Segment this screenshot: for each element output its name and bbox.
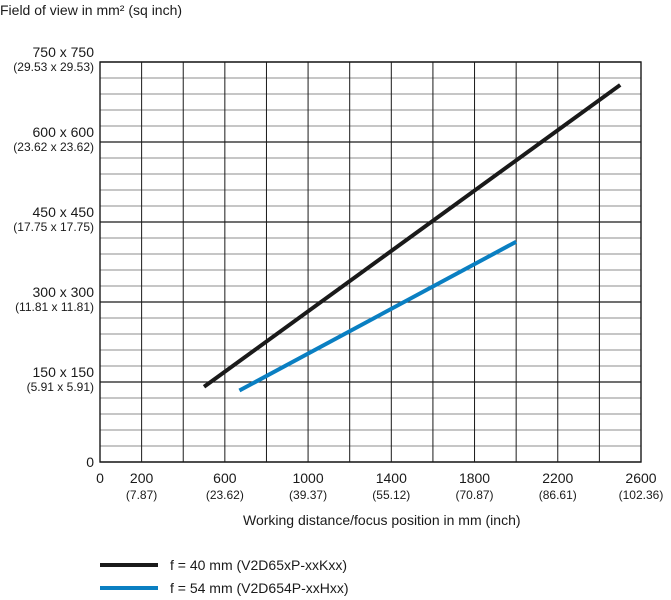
y-tick-label: 750 x 750 [33,44,95,60]
x-tick-sublabel: (39.37) [289,488,327,502]
y-tick-label: 300 x 300 [33,284,95,300]
y-axis-title: Field of view in mm² (sq inch) [0,2,183,18]
x-tick-label: 1400 [376,470,407,486]
x-tick-sublabel: (86.61) [539,488,577,502]
x-tick-label: 1800 [459,470,490,486]
y-tick-label: 450 x 450 [33,204,95,220]
y-tick-sublabel: (5.91 x 5.91) [27,380,94,394]
plot-border [99,61,642,463]
x-tick-label: 0 [96,470,104,486]
series-line-1 [238,239,518,393]
x-tick-sublabel: (55.12) [372,488,410,502]
x-tick-label: 600 [213,470,237,486]
x-axis-title: Working distance/focus position in mm (i… [243,512,521,528]
y-tick-sublabel: (11.81 x 11.81) [15,300,94,314]
legend-item-40mm: f = 40 mm (V2D65xP-xxKxx) [100,555,500,575]
x-tick-label: 200 [130,470,154,486]
x-tick-sublabel: (23.62) [206,488,244,502]
legend-item-54mm: f = 54 mm (V2D654P-xxHxx) [100,578,500,598]
y-tick-sublabel: (29.53 x 29.53) [13,60,94,74]
y-tick-sublabel: (23.62 x 23.62) [13,140,94,154]
y-tick-sublabel: (17.75 x 17.75) [13,220,94,234]
legend-label-54mm: f = 54 mm (V2D654P-xxHxx) [170,580,349,596]
y-tick-label: 0 [86,454,94,470]
x-tick-sublabel: (102.36) [619,488,664,502]
y-tick-label: 150 x 150 [33,364,95,380]
x-tick-sublabel: (7.87) [126,488,157,502]
x-tick-label: 2200 [542,470,573,486]
x-tick-sublabel: (70.87) [456,488,494,502]
legend-swatch-40mm [100,563,158,567]
legend-swatch-54mm [100,586,158,590]
x-tick-label: 2600 [625,470,656,486]
y-tick-label: 600 x 600 [33,124,95,140]
series-line-0 [202,83,622,389]
x-tick-label: 1000 [292,470,323,486]
legend-label-40mm: f = 40 mm (V2D65xP-xxKxx) [170,557,347,573]
